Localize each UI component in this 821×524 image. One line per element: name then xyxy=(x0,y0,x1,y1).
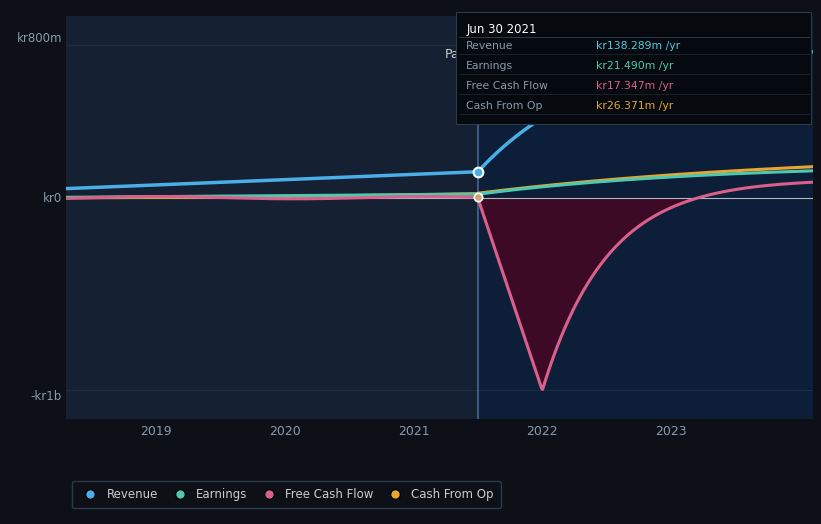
Text: -kr1b: -kr1b xyxy=(30,390,62,403)
Text: Cash From Op: Cash From Op xyxy=(466,101,543,111)
Text: Earnings: Earnings xyxy=(466,61,513,71)
Text: Free Cash Flow: Free Cash Flow xyxy=(466,81,548,91)
Text: kr17.347m /yr: kr17.347m /yr xyxy=(596,81,673,91)
Legend: Revenue, Earnings, Free Cash Flow, Cash From Op: Revenue, Earnings, Free Cash Flow, Cash … xyxy=(71,481,501,508)
Text: Analysts Forecasts: Analysts Forecasts xyxy=(485,48,602,61)
Text: kr26.371m /yr: kr26.371m /yr xyxy=(596,101,673,111)
Text: Jun 30 2021: Jun 30 2021 xyxy=(466,23,537,36)
Text: kr800m: kr800m xyxy=(16,31,62,45)
Text: Revenue: Revenue xyxy=(466,41,514,51)
Text: kr21.490m /yr: kr21.490m /yr xyxy=(596,61,673,71)
Text: kr138.289m /yr: kr138.289m /yr xyxy=(596,41,680,51)
Bar xyxy=(66,16,478,419)
Text: Past: Past xyxy=(444,48,470,61)
Text: kr0: kr0 xyxy=(43,192,62,205)
Bar xyxy=(478,16,813,419)
